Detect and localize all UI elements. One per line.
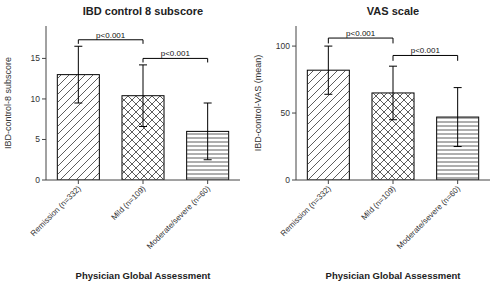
x-tick bbox=[207, 180, 208, 184]
y-tick-label: 5 bbox=[35, 134, 40, 144]
significance-bracket bbox=[143, 58, 208, 62]
significance-label: p<0.001 bbox=[161, 49, 191, 58]
error-bar bbox=[389, 66, 397, 120]
x-tick-label: Remission (n=332) bbox=[29, 184, 83, 238]
error-bar bbox=[454, 88, 462, 147]
y-tick-label: 15 bbox=[31, 53, 41, 63]
y-tick-label: 50 bbox=[281, 108, 291, 118]
x-tick bbox=[457, 180, 458, 184]
y-tick-label: 0 bbox=[285, 175, 290, 185]
x-tick-label: Moderate/severe (n=60) bbox=[145, 184, 212, 251]
y-axis-line bbox=[46, 26, 47, 180]
x-axis-label: Physician Global Assessment bbox=[326, 270, 462, 281]
error-bar bbox=[324, 46, 332, 94]
x-tick bbox=[393, 180, 394, 184]
significance-label: p<0.001 bbox=[96, 31, 126, 40]
title: VAS scale bbox=[367, 5, 419, 17]
x-tick bbox=[143, 180, 144, 184]
significance-bracket bbox=[393, 55, 458, 60]
figure: IBD control 8 subscore IBD-control-8 subs… bbox=[0, 0, 500, 287]
y-tick bbox=[292, 113, 296, 114]
title: IBD control 8 subscore bbox=[83, 5, 203, 17]
significance-bracket bbox=[328, 38, 393, 43]
x-tick bbox=[328, 180, 329, 184]
x-tick-label: Mild (n=109) bbox=[109, 184, 147, 222]
y-tick-label: 10 bbox=[31, 94, 41, 104]
y-tick bbox=[42, 98, 46, 99]
y-tick bbox=[42, 58, 46, 59]
marks bbox=[307, 46, 478, 180]
y-tick bbox=[42, 180, 46, 181]
x-tick-label: Remission (n=332) bbox=[279, 184, 333, 238]
error-bar bbox=[139, 65, 147, 127]
marks bbox=[57, 46, 228, 180]
x-tick bbox=[78, 180, 79, 184]
x-tick-label: Moderate/severe (n=60) bbox=[395, 184, 462, 251]
y-axis-label: IBD-control-8 subscore bbox=[3, 57, 13, 149]
y-axis-line bbox=[296, 26, 297, 180]
error-bar bbox=[204, 103, 212, 160]
significance-label: p<0.001 bbox=[411, 46, 441, 55]
panel: VAS scale IBD-control-VAS (mean) 0 50 100 Rem… bbox=[253, 5, 490, 281]
significance-label: p<0.001 bbox=[346, 29, 376, 38]
significance-bracket bbox=[78, 40, 143, 44]
error-bar bbox=[74, 46, 82, 103]
y-tick bbox=[42, 139, 46, 140]
x-axis-label: Physician Global Assessment bbox=[76, 270, 212, 281]
y-tick bbox=[292, 46, 296, 47]
x-tick-label: Mild (n=109) bbox=[359, 184, 397, 222]
y-tick bbox=[292, 180, 296, 181]
panel: IBD control 8 subscore IBD-control-8 subs… bbox=[3, 5, 240, 281]
y-axis-label: IBD-control-VAS (mean) bbox=[253, 55, 263, 151]
y-tick-label: 0 bbox=[35, 175, 40, 185]
y-tick-label: 100 bbox=[276, 41, 290, 51]
